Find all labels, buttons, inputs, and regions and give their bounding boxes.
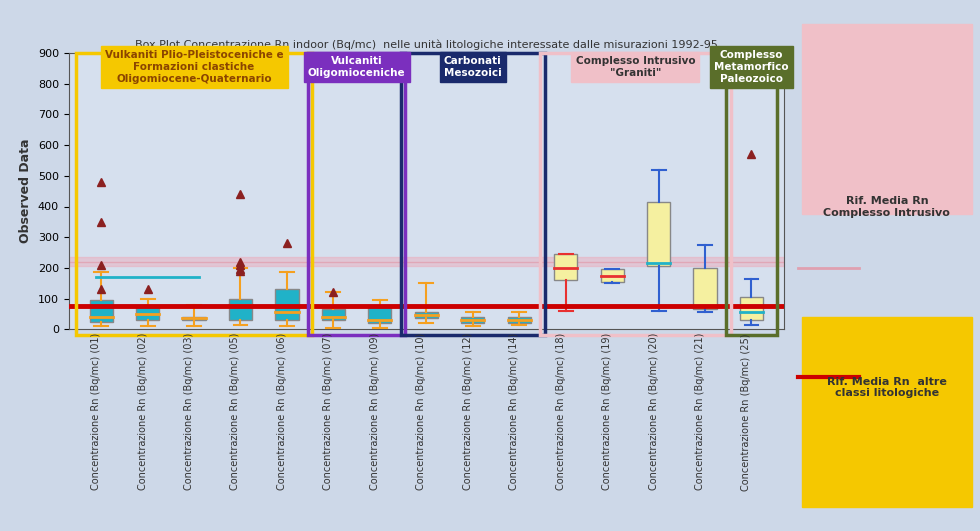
Bar bbox=[321, 309, 345, 320]
Text: Concentrazione Rn (Bq/mc) (01): Concentrazione Rn (Bq/mc) (01) bbox=[91, 333, 101, 490]
Bar bbox=[69, 257, 784, 267]
Bar bbox=[647, 202, 670, 267]
Text: Concentrazione Rn (Bq/mc) (09): Concentrazione Rn (Bq/mc) (09) bbox=[369, 333, 380, 490]
Bar bbox=[601, 269, 623, 281]
Bar bbox=[462, 317, 484, 323]
Bar bbox=[554, 254, 577, 280]
Text: Concentrazione Rn (Bq/mc) (12): Concentrazione Rn (Bq/mc) (12) bbox=[463, 333, 472, 491]
Text: Concentrazione Rn (Bq/mc) (07): Concentrazione Rn (Bq/mc) (07) bbox=[323, 333, 333, 491]
Text: Vulkaniti Plio-Pleistoceniche e
Formazioni clastiche
Oligomiocene-Quaternario: Vulkaniti Plio-Pleistoceniche e Formazio… bbox=[105, 50, 283, 83]
Text: Concentrazione Rn (Bq/mc) (06): Concentrazione Rn (Bq/mc) (06) bbox=[277, 333, 287, 490]
Bar bbox=[275, 289, 299, 320]
Text: Concentrazione Rn (Bq/mc) (19): Concentrazione Rn (Bq/mc) (19) bbox=[602, 333, 612, 490]
Text: Carbonati
Mesozoici: Carbonati Mesozoici bbox=[444, 56, 502, 78]
Text: Concentrazione Rn (Bq/mc) (03): Concentrazione Rn (Bq/mc) (03) bbox=[184, 333, 194, 490]
Bar bbox=[694, 268, 716, 309]
Text: Concentrazione Rn (Bq/mc) (10): Concentrazione Rn (Bq/mc) (10) bbox=[416, 333, 426, 490]
Bar bbox=[182, 317, 206, 320]
Text: Rif. Media Rn
Complesso Intrusivo: Rif. Media Rn Complesso Intrusivo bbox=[823, 196, 951, 218]
Text: Concentrazione Rn (Bq/mc) (20): Concentrazione Rn (Bq/mc) (20) bbox=[649, 333, 659, 491]
Bar bbox=[229, 298, 252, 320]
Bar bbox=[740, 297, 763, 320]
Text: Rif. Media Rn  altre
classi litologiche: Rif. Media Rn altre classi litologiche bbox=[827, 377, 947, 398]
Bar bbox=[508, 317, 531, 323]
Text: Complesso
Metamorfico
Paleozoico: Complesso Metamorfico Paleozoico bbox=[714, 50, 789, 83]
Text: Concentrazione Rn (Bq/mc) (14): Concentrazione Rn (Bq/mc) (14) bbox=[510, 333, 519, 490]
Bar bbox=[89, 300, 113, 322]
Bar bbox=[136, 306, 159, 320]
Text: Complesso Intrusivo
"Graniti": Complesso Intrusivo "Graniti" bbox=[575, 56, 695, 78]
FancyBboxPatch shape bbox=[803, 317, 971, 507]
Text: Concentrazione Rn (Bq/mc) (02): Concentrazione Rn (Bq/mc) (02) bbox=[137, 333, 148, 491]
FancyBboxPatch shape bbox=[803, 24, 971, 214]
Text: Concentrazione Rn (Bq/mc) (21): Concentrazione Rn (Bq/mc) (21) bbox=[695, 333, 705, 491]
Text: Concentrazione Rn (Bq/mc) (18): Concentrazione Rn (Bq/mc) (18) bbox=[556, 333, 565, 490]
Bar bbox=[415, 312, 438, 319]
Text: Concentrazione Rn (Bq/mc) (25): Concentrazione Rn (Bq/mc) (25) bbox=[742, 333, 752, 491]
Y-axis label: Observed Data: Observed Data bbox=[20, 139, 32, 243]
Text: Concentrazione Rn (Bq/mc) (05): Concentrazione Rn (Bq/mc) (05) bbox=[230, 333, 240, 491]
Bar bbox=[368, 306, 391, 323]
Text: Vulcaniti
Oligomioceniche: Vulcaniti Oligomioceniche bbox=[308, 56, 406, 78]
Title: Box Plot Concentrazione Rn indoor (Bq/mc)  nelle unità litologiche interessate d: Box Plot Concentrazione Rn indoor (Bq/mc… bbox=[135, 39, 717, 49]
